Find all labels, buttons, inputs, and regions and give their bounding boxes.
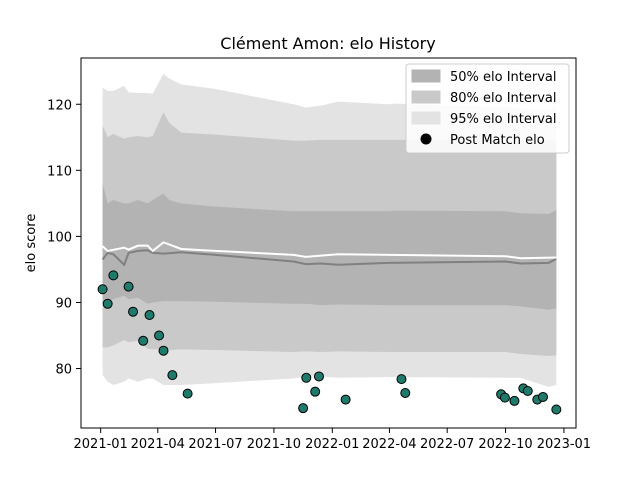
legend-label: 95% elo Interval <box>450 112 557 127</box>
data-point <box>298 403 309 414</box>
data-point <box>499 392 510 403</box>
x-tick-label: 2021-04 <box>131 437 185 452</box>
legend-label: Post Match elo <box>450 133 545 148</box>
x-tick-label: 2022-01 <box>305 437 359 452</box>
data-point <box>167 370 178 381</box>
data-point <box>144 310 155 321</box>
legend: 50% elo Interval 80% elo Interval 95% elo … <box>405 63 570 154</box>
x-tick-label: 2021-10 <box>247 437 301 452</box>
x-tick-label: 2021-07 <box>188 437 242 452</box>
x-tick-label: 2022-10 <box>478 437 532 452</box>
y-axis-label: elo score <box>24 214 39 273</box>
data-point <box>182 388 193 399</box>
data-point <box>310 386 321 397</box>
line-estimate <box>101 241 557 260</box>
data-point <box>400 387 411 398</box>
data-point <box>102 298 113 309</box>
data-point <box>313 371 324 382</box>
legend-swatch <box>411 69 441 83</box>
data-point <box>509 395 520 406</box>
y-tick-label: 80 <box>55 363 72 378</box>
y-tick-label: 90 <box>55 296 72 311</box>
legend-swatch <box>411 111 441 125</box>
data-point <box>522 386 533 396</box>
data-point <box>97 284 108 295</box>
chart-title: Clément Amon: elo History <box>220 34 435 53</box>
x-tick-label: 2022-04 <box>362 437 416 452</box>
data-point <box>158 345 169 356</box>
data-point <box>123 281 134 292</box>
data-point <box>340 394 351 405</box>
data-point <box>551 404 562 415</box>
legend-label: 80% elo Interval <box>450 91 557 106</box>
x-tick-label: 2022-07 <box>420 437 474 452</box>
data-point <box>128 306 139 317</box>
plot-frame <box>80 57 577 429</box>
x-tick-label: 2023-01 <box>537 437 591 452</box>
data-point <box>396 374 407 385</box>
line-mean <box>101 249 557 267</box>
data-point <box>538 391 548 402</box>
y-tick-label: 120 <box>47 98 72 113</box>
legend-swatch <box>411 90 441 104</box>
data-point <box>138 335 149 346</box>
data-point <box>154 330 165 341</box>
y-tick-label: 100 <box>47 230 72 245</box>
data-point <box>301 372 312 383</box>
legend-label: 50% elo Interval <box>450 70 557 85</box>
x-tick-label: 2021-01 <box>74 437 128 452</box>
legend-box <box>405 63 570 154</box>
data-point <box>108 270 119 281</box>
y-tick-label: 110 <box>47 164 72 179</box>
band-3 <box>102 183 557 310</box>
axes: 2021-01 2021-04 2021-07 2021-10 2022-01 2022-… <box>47 57 591 452</box>
legend-marker <box>420 133 432 145</box>
